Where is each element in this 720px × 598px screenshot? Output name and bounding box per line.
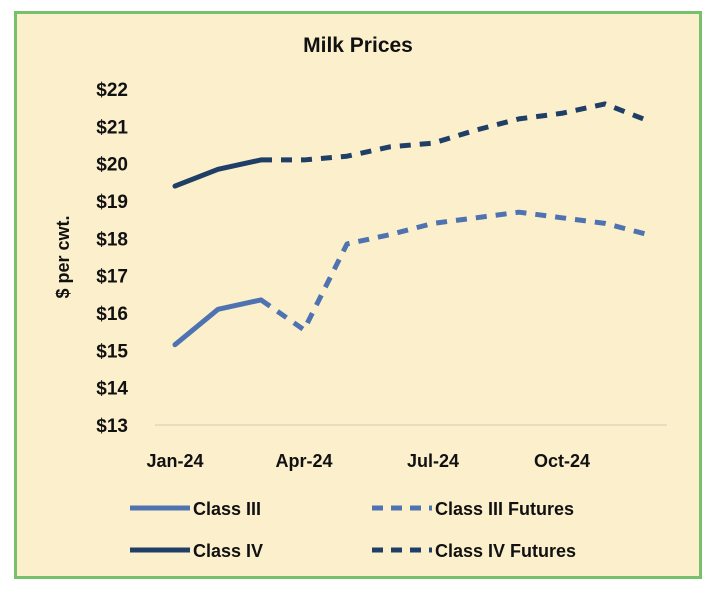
legend-label: Class IV Futures <box>435 541 576 561</box>
y-tick-label: $18 <box>96 229 128 250</box>
x-tick-label: Jan-24 <box>146 451 203 471</box>
y-tick-label: $22 <box>96 80 128 101</box>
y-tick-label: $16 <box>96 304 128 325</box>
legend-label: Class III Futures <box>435 499 574 519</box>
legend-label: Class IV <box>193 541 263 561</box>
x-tick-label: Apr-24 <box>275 451 332 471</box>
series-line-class-iv-futures <box>261 101 649 163</box>
y-tick-label: $14 <box>96 379 128 400</box>
series-line-class-iii-futures <box>259 209 649 333</box>
series-line-class-iv <box>172 157 264 189</box>
y-tick-label: $17 <box>96 267 128 288</box>
chart-frame <box>14 11 702 579</box>
legend-label: Class III <box>193 499 261 519</box>
y-tick-label: $21 <box>96 117 128 138</box>
y-tick-label: $20 <box>96 155 128 176</box>
y-axis-label: $ per cwt. <box>53 215 73 298</box>
series-line-class-iii <box>172 297 264 348</box>
chart-title: Milk Prices <box>303 34 413 57</box>
y-tick-label: $13 <box>96 416 128 437</box>
y-tick-label: $19 <box>96 192 128 213</box>
x-tick-label: Jul-24 <box>407 451 459 471</box>
x-tick-label: Oct-24 <box>534 451 590 471</box>
y-tick-label: $15 <box>96 341 128 362</box>
